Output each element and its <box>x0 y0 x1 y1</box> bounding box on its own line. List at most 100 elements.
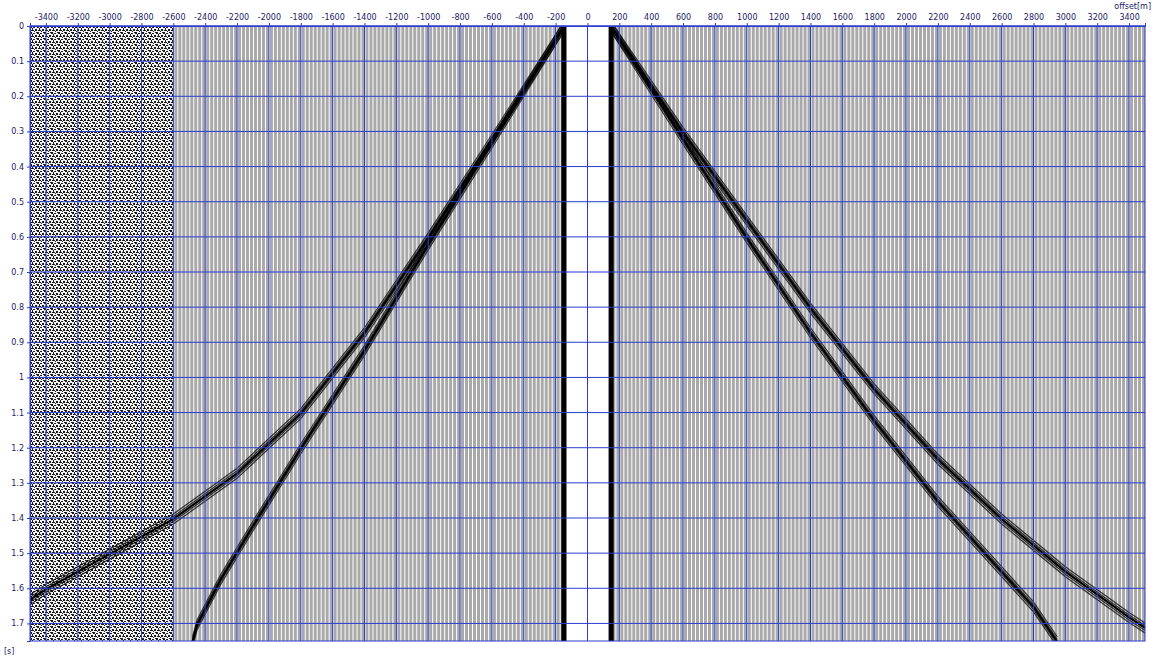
grid-line <box>1129 26 1130 641</box>
tick: 0.7 <box>11 268 30 277</box>
tick-mark <box>27 202 30 203</box>
tick-label: 0 <box>19 22 24 31</box>
tick-mark <box>27 413 30 414</box>
tick-mark <box>396 23 397 26</box>
tick-label: -2800 <box>130 13 153 22</box>
tick-label: 0.5 <box>11 198 24 207</box>
noise-zone <box>30 26 173 641</box>
tick-mark <box>1002 23 1003 26</box>
tick: -2800 <box>130 13 153 26</box>
grid-line <box>30 447 1145 448</box>
y-axis-title: [s] <box>4 647 14 656</box>
tick-mark <box>27 61 30 62</box>
tick-label: -3400 <box>35 13 58 22</box>
grid-line <box>1033 26 1034 641</box>
tick-mark <box>27 131 30 132</box>
tick: -2000 <box>258 13 281 26</box>
tick: -400 <box>515 13 533 26</box>
grid-line <box>30 201 1145 202</box>
grid-line <box>30 553 1145 554</box>
grid-line <box>30 482 1145 483</box>
tick-label: -1400 <box>353 13 376 22</box>
grid-line <box>555 26 556 641</box>
tick: -3000 <box>99 13 122 26</box>
tick: 1.1 <box>11 409 30 418</box>
tick: 400 <box>644 13 659 26</box>
tick-mark <box>556 23 557 26</box>
tick-label: 2800 <box>1024 13 1044 22</box>
tick-mark <box>27 307 30 308</box>
grid-line <box>30 518 1145 519</box>
tick-mark <box>428 23 429 26</box>
tick-label: -1800 <box>290 13 313 22</box>
tick-label: -1600 <box>322 13 345 22</box>
tick: 1 <box>19 373 30 382</box>
grid-line <box>30 96 1145 97</box>
grid-line <box>1097 26 1098 641</box>
tick-mark <box>27 377 30 378</box>
grid-line <box>30 272 1145 273</box>
tick-label: 1.2 <box>11 444 24 453</box>
tick-label: 1600 <box>833 13 853 22</box>
tick-mark <box>110 23 111 26</box>
tick-label: 2600 <box>992 13 1012 22</box>
y-axis: 00.10.20.30.40.50.60.70.80.911.11.21.31.… <box>11 22 30 641</box>
grid-line <box>842 26 843 641</box>
tick: -2200 <box>226 13 249 26</box>
tick-mark <box>588 23 589 26</box>
tick: 2600 <box>992 13 1012 26</box>
tick: -2600 <box>162 13 185 26</box>
tick: 800 <box>708 13 723 26</box>
event-line <box>192 32 563 641</box>
tick-mark <box>237 23 238 26</box>
tick: -1400 <box>353 13 376 26</box>
grid-line <box>428 26 429 641</box>
grid-line <box>683 26 684 641</box>
tick: 0.6 <box>11 233 30 242</box>
x-axis: -3400-3200-3000-2800-2600-2400-2200-2000… <box>31 13 1146 27</box>
grid-line <box>969 26 970 641</box>
grid-line <box>778 26 779 641</box>
tick-label: -2200 <box>226 13 249 22</box>
tick-label: -1200 <box>385 13 408 22</box>
frame <box>30 26 1145 641</box>
tick: -1600 <box>322 13 345 26</box>
tick-label: 0.6 <box>11 233 24 242</box>
tick-label: 400 <box>644 13 659 22</box>
tick: 2000 <box>896 13 916 26</box>
grid-line <box>173 26 174 641</box>
tick: -3400 <box>35 13 58 26</box>
grid-line <box>141 26 142 641</box>
gap-edge <box>561 26 566 641</box>
tick-mark <box>811 23 812 26</box>
tick-label: -2000 <box>258 13 281 22</box>
tick: 600 <box>676 13 691 26</box>
tick: 1.3 <box>11 479 30 488</box>
grid-line <box>205 26 206 641</box>
grid-line <box>30 307 1145 308</box>
tick-label: -400 <box>515 13 533 22</box>
tick-mark <box>1129 23 1130 26</box>
grid-line <box>1001 26 1002 641</box>
tick-label: 1.7 <box>11 619 24 628</box>
tick-mark <box>683 23 684 26</box>
tick-label: 0.3 <box>11 127 24 136</box>
grid-line <box>491 26 492 641</box>
tick-mark <box>27 623 30 624</box>
grid-line <box>746 26 747 641</box>
tick-mark <box>842 23 843 26</box>
tick-mark <box>27 553 30 554</box>
event-line <box>611 27 1057 641</box>
tick-label: 1800 <box>865 13 885 22</box>
tick: 1.7 <box>11 619 30 628</box>
tick: -600 <box>483 13 501 26</box>
tick: 2800 <box>1024 13 1044 26</box>
grid-line <box>364 26 365 641</box>
tick: 3200 <box>1088 13 1108 26</box>
tick-mark <box>46 23 47 26</box>
tick-mark <box>27 518 30 519</box>
tick-mark <box>27 237 30 238</box>
event-line <box>611 26 1057 640</box>
tick-label: 600 <box>676 13 691 22</box>
plot: -3400-3200-3000-2800-2600-2400-2200-2000… <box>11 13 1145 647</box>
